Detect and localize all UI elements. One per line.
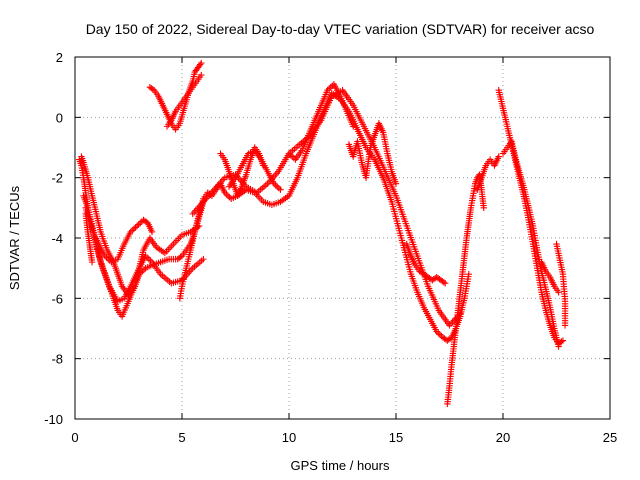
data-point: [133, 222, 141, 230]
data-point: [147, 257, 154, 264]
axis-ticks: 0 5 10 15 20 25 -10 -8 -6 -4 -2 0 2: [44, 50, 617, 445]
data-point: [555, 343, 562, 350]
data-point: [275, 185, 283, 192]
data-point: [198, 59, 205, 67]
data-point: [148, 228, 156, 236]
data-point: [392, 180, 400, 187]
data-point: [465, 271, 472, 278]
data-point: [480, 204, 487, 212]
y-tick-label: -10: [44, 412, 63, 427]
data-point: [442, 280, 449, 287]
data-point: [149, 85, 156, 93]
data-point: [130, 225, 138, 233]
data-point: [436, 331, 444, 338]
y-tick-label: -4: [51, 231, 63, 246]
data-point: [440, 279, 447, 286]
data-points: [76, 59, 569, 408]
data-point: [135, 221, 142, 228]
y-tick-label: -2: [51, 171, 63, 186]
grid: [75, 57, 610, 419]
data-point: [559, 337, 567, 344]
x-axis-label: GPS time / hours: [291, 458, 390, 473]
y-tick-label: -8: [51, 352, 63, 367]
data-point: [200, 255, 207, 263]
data-point: [198, 71, 205, 79]
data-point: [88, 258, 96, 266]
x-tick-label: 25: [603, 430, 617, 445]
x-tick-label: 15: [389, 430, 403, 445]
data-point: [289, 153, 296, 160]
x-tick-label: 20: [496, 430, 510, 445]
y-tick-label: 2: [56, 50, 63, 65]
x-tick-label: 5: [178, 430, 185, 445]
chart-title: Day 150 of 2022, Sidereal Day-to-day VTE…: [86, 21, 595, 37]
y-tick-label: 0: [56, 110, 63, 125]
data-point: [555, 289, 562, 296]
data-point: [277, 186, 284, 193]
data-point: [327, 83, 334, 91]
data-point: [495, 153, 502, 160]
y-tick-label: -6: [51, 291, 63, 306]
data-point: [132, 224, 139, 231]
x-tick-label: 0: [71, 430, 78, 445]
data-point: [274, 183, 281, 190]
data-point: [350, 123, 357, 130]
data-point: [561, 322, 569, 329]
x-tick-label: 10: [282, 430, 296, 445]
data-point: [177, 253, 184, 261]
y-axis-label: SDTVAR / TECUs: [7, 185, 22, 290]
data-point: [145, 255, 153, 263]
data-point: [196, 61, 204, 68]
